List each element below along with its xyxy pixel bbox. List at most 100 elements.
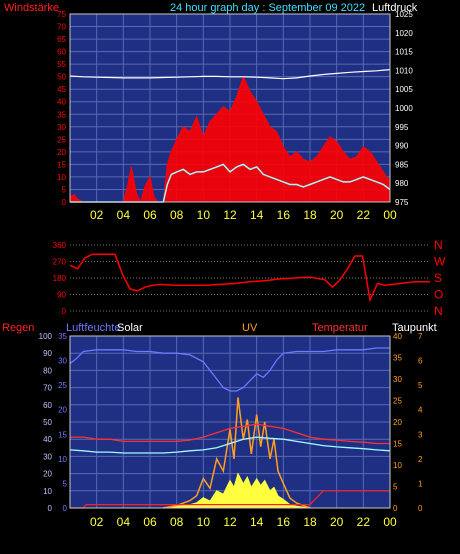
uv-tick-label: 1	[418, 479, 423, 488]
temperature-line	[70, 423, 390, 445]
wind-tick-label: 35	[57, 110, 66, 119]
wind-tick-label: 15	[57, 160, 66, 169]
compass-label: O	[434, 288, 443, 302]
wind-tick-label: 5	[62, 185, 67, 194]
temperature-tick-label: 35	[393, 354, 402, 363]
pressure-tick-label: 1000	[395, 104, 413, 113]
uv-tick-label: 7	[418, 332, 423, 341]
hour-tick-label: 00	[383, 208, 397, 222]
humidity-tick-label: 5	[63, 479, 68, 488]
compass-label: N	[434, 238, 443, 252]
uv-tick-label: 0	[418, 504, 423, 513]
humidity-tick-label: 35	[58, 332, 67, 341]
wind-gust-area	[69, 75, 391, 204]
hour-tick-label: 16	[277, 208, 291, 222]
wind-tick-label: 40	[57, 98, 66, 107]
solar-area	[163, 472, 311, 509]
hour-tick-label: 06	[143, 208, 157, 222]
hour-tick-label: 18	[303, 515, 317, 529]
wind-tick-label: 45	[57, 85, 66, 94]
humidity-tick-label: 0	[63, 504, 68, 513]
wind-tick-label: 20	[57, 148, 66, 157]
pressure-tick-label: 990	[395, 142, 409, 151]
humidity-tick-label: 25	[58, 381, 67, 390]
hour-tick-label: 20	[330, 208, 344, 222]
wind-tick-label: 55	[57, 60, 66, 69]
hour-tick-label: 10	[197, 515, 211, 529]
wind-pressure-axes: 0510152025303540455055606570759759809859…	[57, 10, 413, 222]
hour-tick-label: 02	[90, 515, 104, 529]
humidity-tick-label: 10	[58, 455, 67, 464]
wind-direction-series	[69, 253, 430, 303]
hour-tick-label: 08	[170, 208, 184, 222]
pressure-tick-label: 1015	[395, 48, 413, 57]
rain-tick-label: 40	[43, 435, 52, 444]
humidity-tick-label: 30	[58, 357, 67, 366]
wind-tick-label: 65	[57, 35, 66, 44]
humidity-tick-label: 20	[58, 406, 67, 415]
wind-tick-label: 70	[57, 23, 66, 32]
direction-tick-label: 90	[57, 291, 66, 300]
pressure-tick-label: 1005	[395, 85, 413, 94]
wind-pressure-frame	[69, 13, 391, 203]
compass-label: S	[434, 271, 442, 285]
temperature-tick-label: 15	[393, 440, 402, 449]
temperature-tick-label: 0	[393, 504, 398, 513]
humidity-axis-title: Luftfeuchte	[66, 322, 120, 334]
uv-tick-label: 6	[418, 357, 423, 366]
hour-tick-label: 04	[117, 208, 131, 222]
wind-tick-label: 25	[57, 135, 66, 144]
wind-tick-label: 75	[57, 10, 66, 19]
direction-tick-label: 180	[53, 274, 67, 283]
hour-tick-label: 00	[383, 515, 397, 529]
rain-tick-label: 20	[43, 470, 52, 479]
compass-label: N	[434, 304, 443, 318]
temperature-tick-label: 10	[393, 461, 402, 470]
temperature-tick-label: 5	[393, 483, 398, 492]
rain-line	[70, 490, 390, 509]
wind-tick-label: 30	[57, 123, 66, 132]
pressure-axis-title: Luftdruck	[372, 2, 418, 14]
climate-frame	[69, 335, 391, 509]
temperature-tick-label: 20	[393, 418, 402, 427]
climate-axes: 0102030405060708090100051015202530350510…	[39, 332, 423, 529]
hour-tick-label: 12	[223, 515, 237, 529]
chart-title: 24 hour graph day : September 09 2022	[170, 2, 365, 14]
uv-tick-label: 4	[418, 406, 423, 415]
hour-tick-label: 06	[143, 515, 157, 529]
wind-axis-title: Windstärke	[4, 2, 59, 14]
wind-tick-label: 50	[57, 73, 66, 82]
rain-tick-label: 30	[43, 452, 52, 461]
hour-tick-label: 02	[90, 208, 104, 222]
pressure-tick-label: 975	[395, 198, 409, 207]
pressure-tick-label: 1025	[395, 10, 413, 19]
solar-label: Solar	[117, 322, 143, 334]
temperature-tick-label: 30	[393, 375, 402, 384]
rain-tick-label: 50	[43, 418, 52, 427]
uv-line	[163, 397, 311, 509]
pressure-tick-label: 1020	[395, 29, 413, 38]
rain-tick-label: 80	[43, 366, 52, 375]
direction-tick-label: 0	[62, 307, 67, 316]
pressure-line	[69, 69, 391, 80]
wind-tick-label: 10	[57, 173, 66, 182]
temperature-tick-label: 40	[393, 332, 402, 341]
hour-tick-label: 22	[357, 515, 371, 529]
hour-tick-label: 16	[277, 515, 291, 529]
temperature-tick-label: 25	[393, 397, 402, 406]
uv-tick-label: 3	[418, 430, 423, 439]
hour-tick-label: 22	[357, 208, 371, 222]
rain-axis-title: Regen	[2, 322, 34, 334]
dewpoint-line	[69, 436, 391, 454]
humidity-tick-label: 15	[58, 430, 67, 439]
rain-tick-label: 0	[48, 504, 53, 513]
pressure-tick-label: 980	[395, 179, 409, 188]
pressure-tick-label: 985	[395, 160, 409, 169]
dewpoint-label: Taupunkt	[392, 322, 437, 334]
direction-tick-label: 270	[53, 258, 67, 267]
rain-tick-label: 70	[43, 384, 52, 393]
hour-tick-label: 14	[250, 515, 264, 529]
hour-tick-label: 14	[250, 208, 264, 222]
